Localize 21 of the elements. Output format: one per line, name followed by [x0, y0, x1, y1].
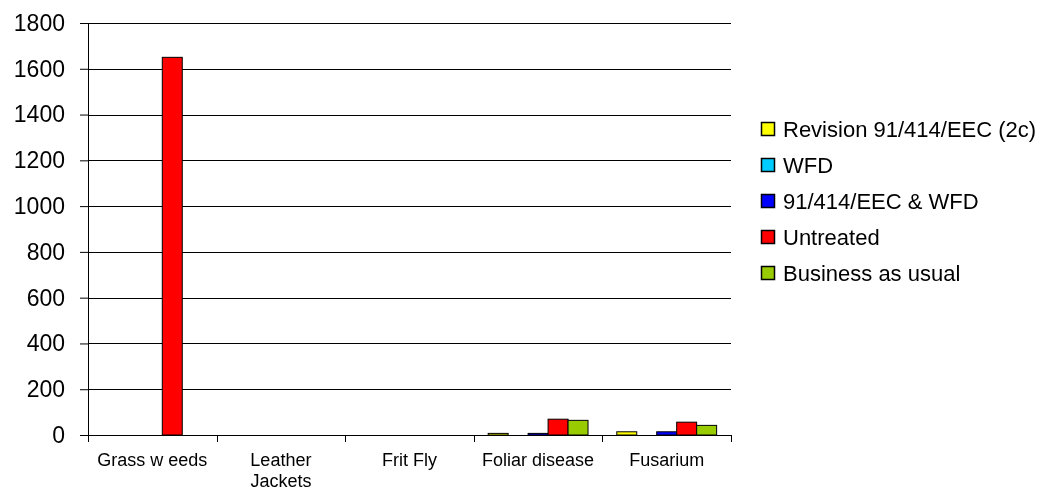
y-tick-label: 1400 [13, 101, 65, 128]
legend-label: 91/414/EEC & WFD [783, 189, 979, 214]
y-tick-label: 800 [26, 238, 65, 265]
x-tick-label: Frit Fly [382, 450, 437, 470]
legend-label: Untreated [783, 225, 880, 250]
x-tick-label: Grass w eeds [97, 450, 208, 470]
x-tick-label: Foliar disease [482, 450, 595, 470]
y-tick-label: 200 [26, 376, 65, 403]
y-tick-label: 1200 [13, 147, 65, 174]
y-tick-label: 400 [26, 330, 65, 357]
legend-label: Revision 91/414/EEC (2c) [783, 117, 1037, 142]
y-tick-label: 600 [26, 284, 65, 311]
y-tick-label: 1800 [13, 9, 65, 36]
x-tick-label: Fusarium [629, 450, 705, 470]
legend-label: WFD [783, 153, 834, 178]
bar [616, 431, 638, 436]
y-tick-label: 1000 [13, 192, 65, 219]
y-tick-label: 1600 [13, 55, 65, 82]
y-tick-label: 0 [52, 421, 65, 448]
legend-label: Business as usual [783, 261, 961, 286]
x-tick-label: Leather Jackets [250, 450, 312, 491]
